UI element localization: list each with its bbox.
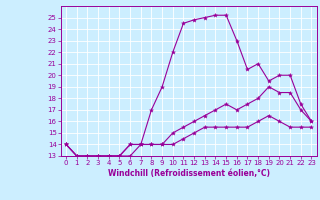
- X-axis label: Windchill (Refroidissement éolien,°C): Windchill (Refroidissement éolien,°C): [108, 169, 270, 178]
